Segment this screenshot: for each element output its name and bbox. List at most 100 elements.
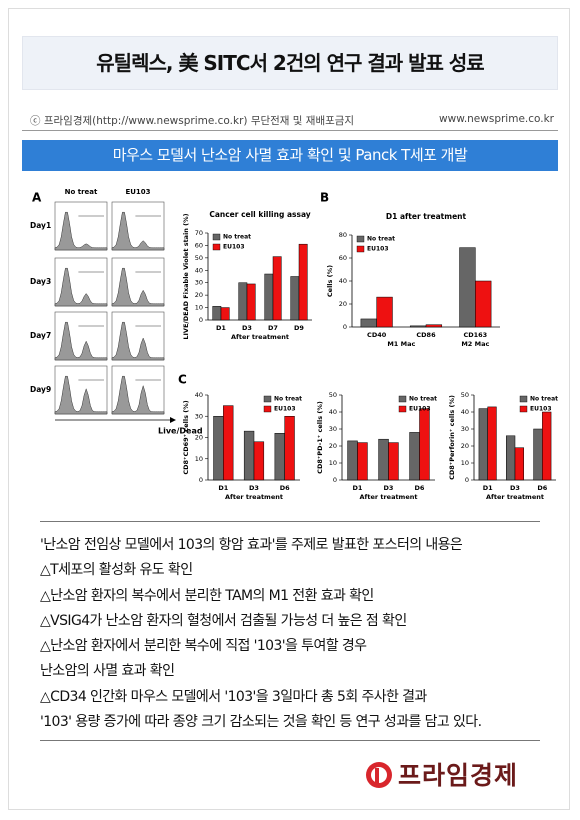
bar — [376, 296, 393, 328]
divider — [22, 130, 558, 131]
y-tick-label: 0 — [343, 323, 347, 331]
arrow-head — [170, 417, 176, 423]
bar — [213, 416, 224, 481]
divider — [40, 521, 540, 522]
y-tick-label: 0 — [333, 476, 337, 484]
y-axis-label: CD8⁺PD-1⁺ cells (%) — [316, 401, 324, 474]
banner: 마우스 모델서 난소암 사멸 효과 확인 및 Panck T세포 개발 — [22, 140, 558, 171]
y-tick-label: 30 — [195, 279, 203, 287]
legend-swatch — [356, 245, 365, 253]
legend-swatch — [263, 395, 272, 403]
panel-letter: A — [32, 191, 42, 205]
legend-label: No treat — [530, 396, 558, 403]
histogram — [111, 267, 165, 307]
body-line: △T세포의 활성화 유도 확인 — [40, 562, 193, 579]
row-label: Day3 — [30, 277, 51, 286]
y-tick-label: 40 — [195, 266, 203, 274]
body-line: '난소암 전임상 모델에서 103의 항암 효과'를 주제로 발표한 포스터의 … — [40, 537, 463, 553]
y-tick-label: 50 — [195, 254, 203, 262]
y-tick-label: 40 — [195, 391, 203, 399]
legend-label: No treat — [367, 236, 395, 243]
bar — [223, 405, 234, 481]
body-line: 난소암의 사멸 효과 확인 — [40, 663, 175, 680]
bar — [357, 442, 368, 481]
y-tick-label: 10 — [195, 455, 203, 463]
y-tick-label: 20 — [195, 434, 203, 442]
bar — [409, 325, 427, 328]
x-tick-label: D6 — [280, 484, 290, 492]
bar — [542, 411, 552, 481]
group-label: M2 Mac — [461, 340, 489, 348]
bar — [243, 430, 255, 481]
legend-label: EU103 — [367, 246, 389, 253]
bar — [533, 428, 543, 481]
y-tick-label: 40 — [329, 408, 337, 416]
x-tick-label: D3 — [510, 484, 520, 492]
chart-title: Cancer cell killing assay — [209, 210, 310, 219]
y-tick-label: 60 — [195, 241, 203, 249]
y-tick-label: 40 — [461, 408, 469, 416]
body-line: △CD34 인간화 마우스 모델에서 '103'을 3일마다 총 5회 주사한 … — [40, 688, 427, 705]
bar — [459, 247, 476, 328]
x-tick-label: D1 — [483, 484, 493, 492]
bar — [409, 432, 420, 481]
bar — [272, 256, 282, 321]
x-tick-label: D1 — [218, 484, 228, 492]
y-tick-label: 20 — [329, 442, 337, 450]
bar — [360, 318, 377, 328]
bar — [378, 438, 389, 481]
legend-label: No treat — [274, 396, 302, 403]
legend-label: EU103 — [223, 244, 245, 251]
y-tick-label: 0 — [199, 476, 203, 484]
y-axis-label: Cells (%) — [326, 265, 334, 297]
bar — [253, 441, 265, 481]
legend-swatch — [212, 233, 221, 241]
bar — [290, 276, 300, 321]
copyright: ⓒ 프라임경제(http://www.newsprime.co.kr) 무단전재… — [30, 115, 355, 127]
group-label: M1 Mac — [387, 340, 415, 348]
x-tick-label: D1 — [353, 484, 363, 492]
histogram — [111, 321, 165, 361]
y-axis-label: CD8⁺CD69⁺ cells (%) — [182, 400, 190, 474]
legend-label: EU103 — [409, 406, 431, 413]
y-tick-label: 0 — [465, 476, 469, 484]
logo: 프라임경제 — [398, 761, 519, 790]
column-label: EU103 — [125, 188, 150, 196]
bar — [388, 442, 399, 481]
panel-letter: B — [320, 191, 329, 205]
histogram — [111, 211, 165, 251]
bar — [425, 324, 443, 328]
bar — [274, 433, 285, 481]
y-tick-label: 20 — [195, 291, 203, 299]
bar — [475, 280, 492, 328]
headline: 유틸렉스, 美 SITC서 2건의 연구 결과 발표 성료 — [22, 36, 558, 90]
y-tick-label: 60 — [339, 254, 347, 262]
x-tick-label: D3 — [249, 484, 259, 492]
site-url: www.newsprime.co.kr — [439, 113, 554, 125]
histogram — [54, 267, 108, 307]
bar — [238, 282, 248, 321]
y-tick-label: 50 — [461, 391, 469, 399]
y-tick-label: 70 — [195, 229, 203, 237]
legend-swatch — [263, 405, 272, 413]
bar — [478, 408, 488, 481]
x-axis-label: After treatment — [486, 493, 544, 501]
legend-swatch — [398, 405, 407, 413]
bar — [246, 283, 256, 321]
divider — [40, 740, 540, 741]
x-tick-label: CD163 — [463, 331, 487, 339]
y-tick-label: 80 — [339, 231, 347, 239]
y-tick-label: 40 — [339, 277, 347, 285]
bar — [487, 406, 497, 481]
x-tick-label: CD40 — [367, 331, 387, 339]
histogram — [54, 321, 108, 361]
panel-letter: C — [178, 373, 187, 387]
chart-title: D1 after treatment — [386, 212, 467, 221]
row-label: Day7 — [30, 331, 51, 340]
x-tick-label: D6 — [415, 484, 425, 492]
histogram — [54, 375, 108, 415]
x-tick-label: D1 — [216, 324, 226, 332]
body-line: △난소암 환자의 복수에서 분리한 TAM의 M1 전환 효과 확인 — [40, 587, 374, 604]
bar — [506, 435, 516, 481]
